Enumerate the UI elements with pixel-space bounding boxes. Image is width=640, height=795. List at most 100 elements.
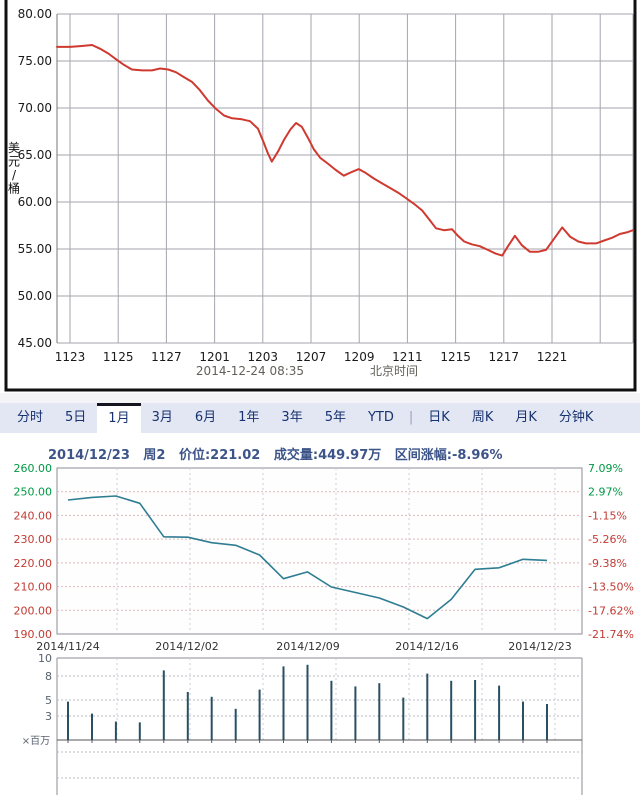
oil-price-line [56,44,634,257]
volume-bar [330,680,333,740]
oil-unit-label: 美 [8,141,20,155]
volume-bar [474,680,477,740]
oil-x-tick: 1221 [537,350,568,364]
stock-weekday: 周2 [143,448,166,463]
oil-price-chart[interactable]: 80.00 75.00 70.00 65.00 60.00 55.00 50.00 45.00… [0,0,640,400]
stock-price: 价位:221.02 [178,448,261,463]
volume-bar [402,697,405,740]
tab-周K[interactable]: 周K [471,410,494,425]
oil-y-tick: 65.00 [18,148,52,162]
period-tabbar: 分时 5日 1月 3月 6月 1年 3年 5年 YTD | 日K 周K 月K 分钟K [0,403,640,433]
stock-left-tick: 200.00 [14,604,53,617]
oil-y-tick: 45.00 [18,336,52,350]
stock-right-tick: -5.26% [588,533,627,546]
stock-date-label: 2014/12/23 [508,640,571,653]
stock-price-line [67,495,548,620]
tab-分钟K[interactable]: 分钟K [558,410,594,425]
volume-bar [114,721,117,740]
oil-x-tick: 1215 [440,350,471,364]
vol-y-tick: 5 [45,694,52,707]
oil-x-tick: 1201 [199,350,230,364]
tab-3年[interactable]: 3年 [281,410,303,425]
stock-plot-frame [56,467,583,635]
stock-info-header: 2014/12/23 周2 价位:221.02 成交量:449.97万 区间涨幅… [48,444,511,463]
oil-y-tick: 60.00 [18,195,52,209]
oil-x-tick: 1207 [296,350,327,364]
section-spacer [0,393,640,403]
stock-date-label: 2014/12/09 [276,640,339,653]
volume-bar [67,701,69,740]
stock-right-tick: -9.38% [588,557,627,570]
tab-日K[interactable]: 日K [428,410,450,425]
stock-range-change: 区间涨幅:-8.96% [394,448,503,463]
volume-bar [162,670,165,740]
vol-y-tick: 8 [45,670,52,683]
tab-5日[interactable]: 5日 [65,410,87,425]
volume-bar [282,666,285,740]
volume-bar [546,704,548,740]
stock-date: 2014/12/23 [48,448,130,463]
volume-bar [450,680,453,740]
stock-right-tick: -1.15% [588,509,627,522]
vol-unit-label: ×百万 [22,735,50,747]
tab-6月[interactable]: 6月 [194,410,217,425]
volume-bar [498,685,501,740]
tab-1年[interactable]: 1年 [238,410,260,425]
volume-bar [354,686,357,740]
vol-y-tick: 3 [45,710,52,723]
stock-price-chart[interactable]: 260.00 250.00 240.00 230.00 220.00 210.00 200.… [0,460,640,656]
oil-x-tick: 1211 [392,350,423,364]
stock-left-tick: 210.00 [14,581,53,594]
volume-bar [426,673,429,740]
tab-YTD[interactable]: YTD [367,410,394,425]
oil-y-tick: 55.00 [18,242,52,256]
volume-bar [522,701,524,740]
oil-unit-label: 元 [8,155,20,169]
oil-footer-timezone: 北京时间 [370,364,418,378]
oil-y-tick: 80.00 [18,7,52,21]
stock-date-label: 2014/12/16 [395,640,458,653]
tab-5年[interactable]: 5年 [324,410,346,425]
volume-bar [138,722,141,740]
vol-y-tick: 10 [38,652,52,665]
tabbar-divider: | [408,410,414,425]
oil-unit-label: / [12,168,17,182]
tab-3月[interactable]: 3月 [151,410,173,425]
stock-left-tick: 260.00 [14,462,53,475]
volume-bar [186,692,189,740]
oil-unit-label: 桶 [8,181,20,196]
volume-chart[interactable]: 10 8 5 3 ×百万 [0,650,640,795]
oil-x-tick: 1127 [151,350,182,364]
oil-x-tick: 1203 [248,350,279,364]
oil-footer-time: 2014-12-24 08:35 [196,364,304,378]
oil-x-tick: 1125 [103,350,134,364]
oil-x-tick: 1217 [489,350,520,364]
oil-x-tick: 1209 [344,350,375,364]
tab-1月[interactable]: 1月 [97,403,141,433]
stock-right-tick: 2.97% [588,486,623,499]
volume-bar [210,696,213,740]
stock-left-tick: 190.00 [14,628,53,641]
tab-月K[interactable]: 月K [515,410,537,425]
volume-bar [234,708,237,740]
stock-right-tick: -21.74% [588,628,634,641]
stock-volume: 成交量:449.97万 [273,448,382,463]
volume-bar [91,713,93,740]
oil-y-tick: 75.00 [18,54,52,68]
stock-right-tick: -17.62% [588,604,634,617]
oil-y-tick: 50.00 [18,289,52,303]
stock-left-tick: 250.00 [14,486,53,499]
volume-bar [258,689,261,740]
tab-分时[interactable]: 分时 [17,410,44,425]
stock-left-tick: 230.00 [14,533,53,546]
volume-bar [378,683,381,740]
stock-date-label: 2014/11/24 [36,640,99,653]
oil-chart-frame [4,0,637,392]
stock-left-tick: 220.00 [14,557,53,570]
stock-left-tick: 240.00 [14,509,53,522]
oil-y-tick: 70.00 [18,101,52,115]
stock-right-tick: -13.50% [588,581,634,594]
stock-right-tick: 7.09% [588,462,623,475]
stock-date-label: 2014/12/02 [155,640,218,653]
